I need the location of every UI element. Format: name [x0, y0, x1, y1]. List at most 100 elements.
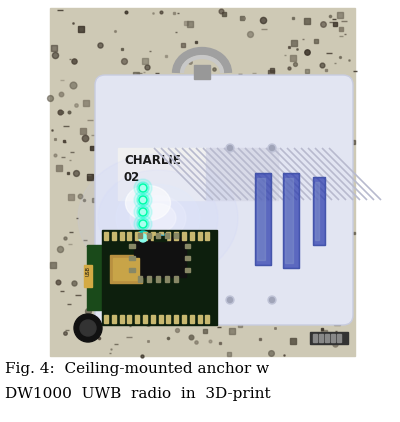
Circle shape — [137, 206, 149, 218]
Bar — [104, 315, 108, 323]
Text: Fig. 4:  Ceiling-mounted anchor w: Fig. 4: Ceiling-mounted anchor w — [5, 362, 269, 376]
Circle shape — [270, 146, 274, 151]
Circle shape — [139, 184, 147, 192]
Bar — [185, 244, 190, 248]
Bar — [102, 230, 217, 325]
Bar — [174, 315, 178, 323]
Bar — [104, 232, 108, 240]
Bar — [135, 232, 139, 240]
Bar — [151, 232, 155, 240]
Circle shape — [136, 231, 150, 245]
Bar — [255, 173, 271, 265]
Circle shape — [228, 298, 232, 303]
Bar — [166, 232, 170, 240]
Bar — [129, 268, 135, 272]
Bar — [185, 256, 190, 260]
FancyBboxPatch shape — [95, 75, 353, 325]
Text: 02: 02 — [124, 171, 140, 184]
Bar — [156, 233, 160, 238]
Bar — [50, 8, 355, 356]
Circle shape — [139, 196, 147, 204]
Bar — [283, 173, 299, 268]
Bar — [127, 232, 131, 240]
Circle shape — [134, 191, 152, 209]
Bar — [143, 315, 147, 323]
Bar — [129, 244, 135, 248]
Bar — [206, 148, 278, 200]
Bar — [134, 237, 186, 277]
Bar — [147, 276, 151, 282]
Bar — [112, 232, 116, 240]
Bar — [206, 315, 210, 323]
Bar — [325, 334, 329, 342]
Bar — [190, 232, 194, 240]
Text: CHARLIE: CHARLIE — [124, 154, 181, 167]
Bar — [127, 315, 131, 323]
Bar — [198, 232, 202, 240]
Bar — [310, 332, 348, 344]
Bar — [120, 315, 124, 323]
Ellipse shape — [140, 203, 176, 233]
Circle shape — [226, 144, 234, 152]
Bar — [84, 265, 92, 287]
Bar — [190, 315, 194, 323]
Circle shape — [80, 320, 96, 336]
Bar — [194, 65, 210, 79]
Bar — [313, 334, 317, 342]
Text: USB: USB — [86, 266, 91, 276]
Ellipse shape — [130, 196, 186, 241]
Bar — [198, 315, 202, 323]
Circle shape — [226, 296, 234, 304]
Circle shape — [139, 220, 147, 228]
Circle shape — [137, 182, 149, 194]
Bar — [174, 233, 178, 238]
Bar — [285, 178, 293, 263]
Bar — [166, 315, 170, 323]
Bar — [87, 245, 105, 310]
Bar — [158, 315, 162, 323]
Bar — [257, 178, 265, 260]
Bar — [118, 148, 206, 200]
Circle shape — [158, 235, 164, 241]
Circle shape — [140, 209, 146, 214]
Bar — [165, 233, 169, 238]
Bar — [156, 276, 160, 282]
Bar — [174, 276, 178, 282]
Ellipse shape — [78, 154, 238, 282]
Bar — [147, 233, 151, 238]
Circle shape — [134, 215, 152, 233]
Circle shape — [134, 203, 152, 221]
Circle shape — [270, 298, 274, 303]
Circle shape — [74, 314, 102, 342]
Circle shape — [134, 179, 152, 197]
Bar — [313, 177, 325, 245]
Bar — [138, 233, 142, 238]
Text: DW1000  UWB  radio  in  3D-print: DW1000 UWB radio in 3D-print — [5, 387, 271, 401]
Ellipse shape — [98, 170, 218, 266]
Bar — [255, 173, 271, 265]
Circle shape — [268, 296, 276, 304]
Bar — [313, 177, 325, 245]
Bar — [135, 315, 139, 323]
Bar — [120, 232, 124, 240]
Circle shape — [140, 197, 146, 203]
Bar — [319, 334, 323, 342]
Ellipse shape — [116, 184, 200, 252]
Circle shape — [137, 218, 149, 230]
Bar — [182, 315, 186, 323]
Bar — [110, 255, 142, 283]
Bar — [315, 182, 319, 240]
Bar — [185, 268, 190, 272]
Circle shape — [228, 146, 232, 151]
Bar — [129, 256, 135, 260]
Bar — [143, 232, 147, 240]
Circle shape — [140, 186, 146, 190]
Bar — [113, 258, 139, 280]
Circle shape — [156, 233, 166, 243]
Bar — [165, 276, 169, 282]
Bar — [112, 315, 116, 323]
Bar — [331, 334, 335, 342]
Bar — [151, 315, 155, 323]
Bar — [158, 232, 162, 240]
Circle shape — [268, 144, 276, 152]
